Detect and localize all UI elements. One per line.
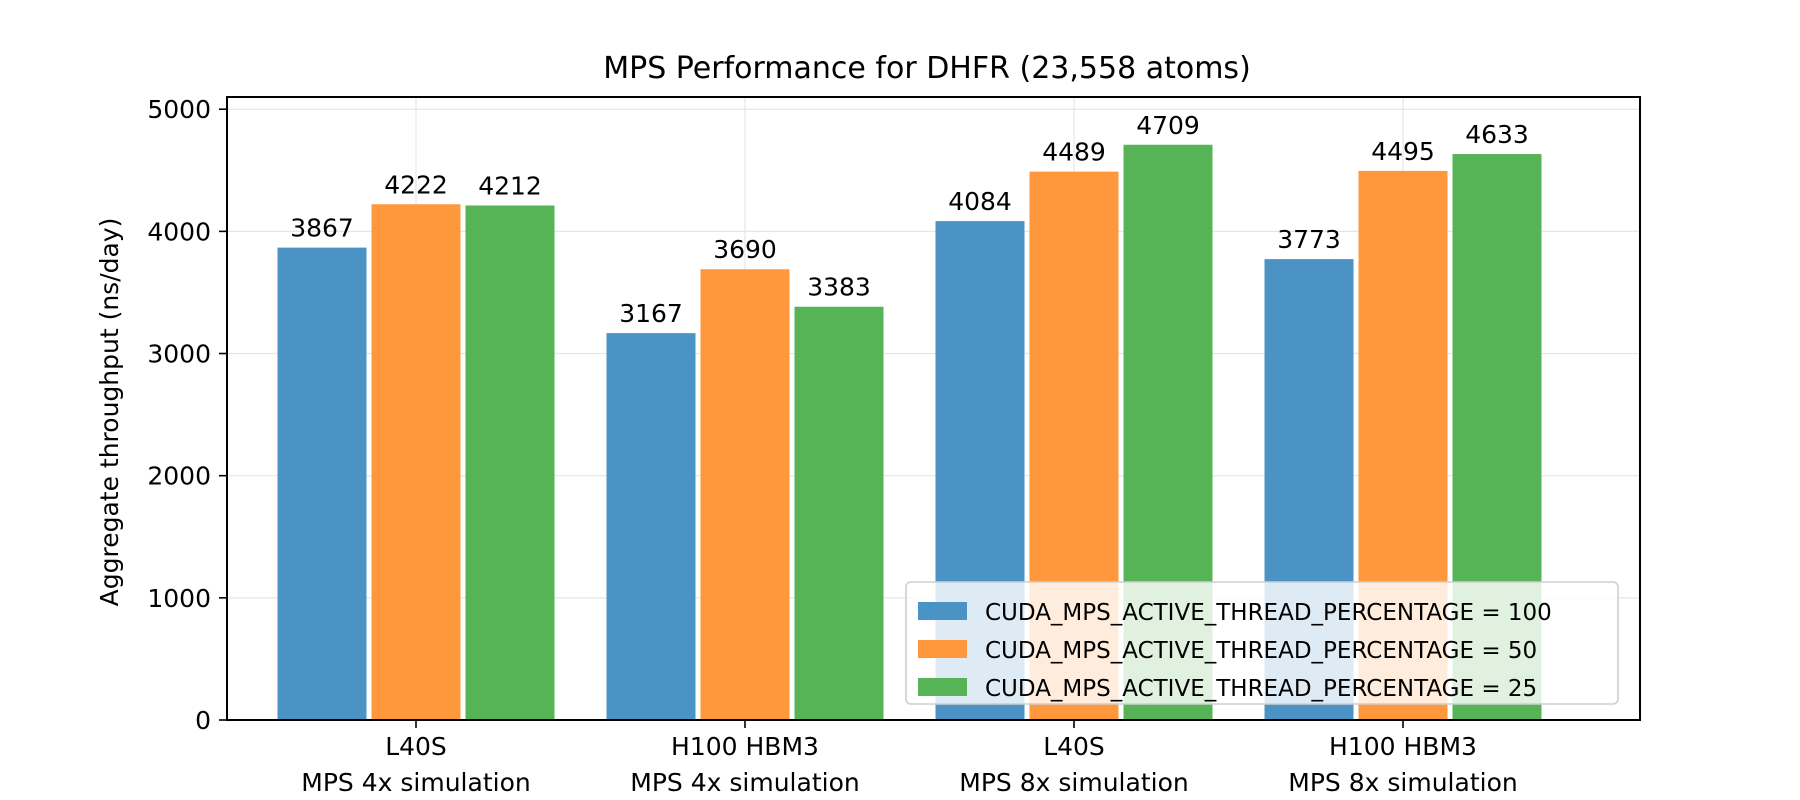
legend-swatch-2 — [918, 678, 967, 696]
bar-series-0-category-1 — [606, 333, 696, 720]
legend-swatch-1 — [918, 640, 967, 658]
plot-frame — [226, 96, 1641, 721]
data-label-series-2-category-3: 4633 — [1465, 120, 1529, 149]
axes-layer: 0 1000 2000 3000 4000 5000 L40S MPS 4x simulati… — [147, 95, 1641, 797]
legend-item-0: CUDA_MPS_ACTIVE_THREAD_PERCENTAGE = 100 — [985, 600, 1552, 626]
y-tick-label-5: 5000 — [147, 95, 211, 124]
x-tick-label-3-line-1: H100 HBM3 — [1329, 732, 1477, 761]
x-tick-label-2: L40S MPS 8x simulation — [959, 732, 1188, 797]
data-label-series-2-category-0: 4212 — [478, 171, 542, 200]
data-label-series-1-category-0: 4222 — [384, 170, 448, 199]
y-axis-label: Aggregate throughput (ns/day) — [95, 218, 124, 607]
x-tick-label-0-line-2: MPS 4x simulation — [301, 768, 530, 797]
data-label-series-1-category-1: 3690 — [713, 235, 777, 264]
x-tick-label-0-line-1: L40S — [385, 732, 447, 761]
x-tick-label-1-line-1: H100 HBM3 — [671, 732, 819, 761]
y-tick-label-3: 3000 — [147, 340, 211, 369]
data-label-series-1-category-3: 4495 — [1371, 137, 1435, 166]
data-label-series-0-category-1: 3167 — [619, 299, 683, 328]
data-label-series-0-category-3: 3773 — [1277, 225, 1341, 254]
data-labels-layer: 3867 4222 4212 3167 3690 3383 4084 4489 4709 3773… — [290, 111, 1529, 328]
legend: CUDA_MPS_ACTIVE_THREAD_PERCENTAGE = 100 C… — [905, 581, 1619, 705]
chart-title: MPS Performance for DHFR (23,558 atoms) — [603, 51, 1251, 86]
x-tick-label-1: H100 HBM3 MPS 4x simulation — [630, 732, 859, 797]
data-label-series-0-category-2: 4084 — [948, 187, 1012, 216]
x-tick-label-3-line-2: MPS 8x simulation — [1288, 768, 1517, 797]
bar-series-1-category-1 — [700, 269, 790, 720]
bar-series-2-category-1 — [794, 306, 884, 720]
x-tick-label-2-line-2: MPS 8x simulation — [959, 768, 1188, 797]
y-tick-label-1: 1000 — [147, 584, 211, 613]
x-tick-label-3: H100 HBM3 MPS 8x simulation — [1288, 732, 1517, 797]
x-tick-label-1-line-2: MPS 4x simulation — [630, 768, 859, 797]
x-tick-label-2-line-1: L40S — [1043, 732, 1105, 761]
legend-item-2: CUDA_MPS_ACTIVE_THREAD_PERCENTAGE = 25 — [985, 676, 1537, 702]
bar-series-1-category-0 — [371, 204, 461, 720]
legend-box — [905, 581, 1619, 705]
data-label-series-2-category-2: 4709 — [1136, 111, 1200, 140]
x-tick-label-0: L40S MPS 4x simulation — [301, 732, 530, 797]
bar-series-2-category-0 — [465, 205, 555, 721]
legend-item-1: CUDA_MPS_ACTIVE_THREAD_PERCENTAGE = 50 — [985, 638, 1537, 664]
data-label-series-0-category-0: 3867 — [290, 214, 354, 243]
y-tick-label-4: 4000 — [147, 217, 211, 246]
data-label-series-2-category-1: 3383 — [807, 273, 871, 302]
data-label-series-1-category-2: 4489 — [1042, 138, 1106, 167]
bar-series-0-category-0 — [277, 247, 367, 720]
legend-swatch-0 — [918, 602, 967, 620]
y-tick-label-2: 2000 — [147, 462, 211, 491]
y-tick-label-0: 0 — [195, 706, 211, 735]
